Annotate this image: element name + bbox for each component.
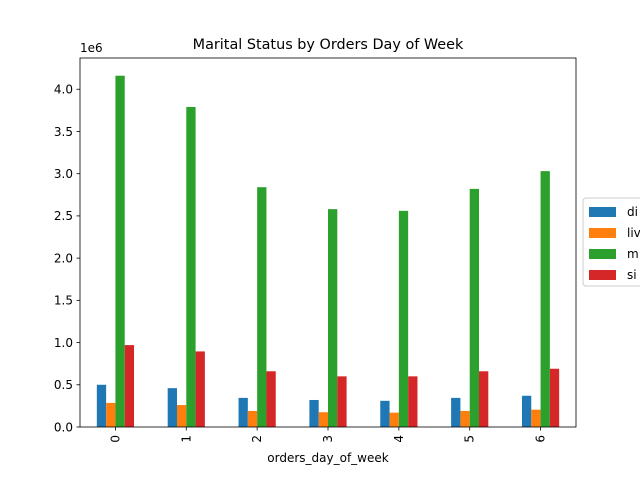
bar-di-3 — [309, 399, 319, 427]
y-axis: 0.0 0.5 1.0 1.5 2.0 2.5 3.0 3.5 4.0 — [54, 83, 80, 434]
bar-m-5 — [469, 188, 480, 427]
bar-m-0 — [115, 75, 125, 427]
y-tick-label: 0.0 — [54, 420, 73, 434]
legend-label-liv: liv — [627, 226, 640, 240]
x-tick-label: 2 — [250, 435, 264, 443]
bars-layer — [96, 75, 560, 427]
bar-m-3 — [328, 209, 338, 427]
bar-liv-2 — [247, 410, 258, 427]
y-axis-offset-label: 1e6 — [80, 41, 103, 55]
legend-label-si: si — [627, 268, 637, 282]
chart-title: Marital Status by Orders Day of Week — [193, 37, 464, 53]
x-axis-label: orders_day_of_week — [267, 451, 388, 465]
x-tick-label: 0 — [108, 435, 122, 443]
y-tick-label: 2.0 — [54, 251, 73, 265]
bar-di-6 — [521, 395, 532, 427]
bar-m-6 — [540, 171, 550, 427]
legend-swatch-m — [589, 249, 616, 259]
bar-di-2 — [238, 397, 248, 427]
bar-di-4 — [380, 400, 390, 427]
y-tick-label: 1.5 — [54, 294, 73, 308]
legend-swatch-si — [589, 270, 616, 280]
x-axis: 0 1 2 3 4 5 6 — [108, 427, 548, 443]
bar-si-1 — [195, 351, 205, 427]
bar-liv-4 — [389, 412, 399, 427]
legend-label-di: di — [627, 205, 638, 219]
y-tick-label: 2.5 — [54, 209, 73, 223]
x-tick-label: 1 — [179, 435, 193, 443]
legend-frame — [582, 197, 640, 287]
bar-si-4 — [408, 376, 418, 427]
y-tick-label: 4.0 — [54, 83, 73, 97]
legend: di liv m si — [582, 197, 640, 287]
legend-label-m: m — [627, 247, 639, 261]
bar-m-2 — [257, 187, 267, 427]
bar-liv-3 — [318, 412, 328, 427]
plot-area-frame — [79, 57, 577, 428]
x-tick-label: 3 — [321, 435, 335, 443]
bar-di-1 — [167, 388, 177, 427]
y-tick-label: 3.5 — [54, 125, 73, 139]
bar-m-4 — [398, 210, 409, 427]
bar-liv-5 — [460, 410, 470, 427]
bar-si-6 — [549, 368, 560, 427]
x-tick-label: 5 — [463, 435, 477, 443]
bar-di-5 — [451, 397, 461, 427]
bar-liv-0 — [106, 402, 116, 427]
y-tick-label: 3.0 — [54, 167, 73, 181]
x-tick-label: 6 — [534, 435, 548, 443]
bar-si-2 — [266, 371, 276, 427]
bar-si-0 — [124, 345, 135, 427]
legend-swatch-liv — [589, 228, 616, 238]
bar-liv-1 — [176, 405, 187, 427]
x-tick-label: 4 — [392, 435, 406, 443]
y-tick-label: 0.5 — [54, 378, 73, 392]
legend-swatch-di — [589, 207, 616, 217]
bar-di-0 — [96, 384, 107, 427]
bar-m-1 — [186, 106, 196, 427]
bar-liv-6 — [531, 409, 541, 427]
y-tick-label: 1.0 — [54, 336, 73, 350]
bar-si-5 — [479, 371, 489, 427]
bar-si-3 — [337, 376, 347, 427]
